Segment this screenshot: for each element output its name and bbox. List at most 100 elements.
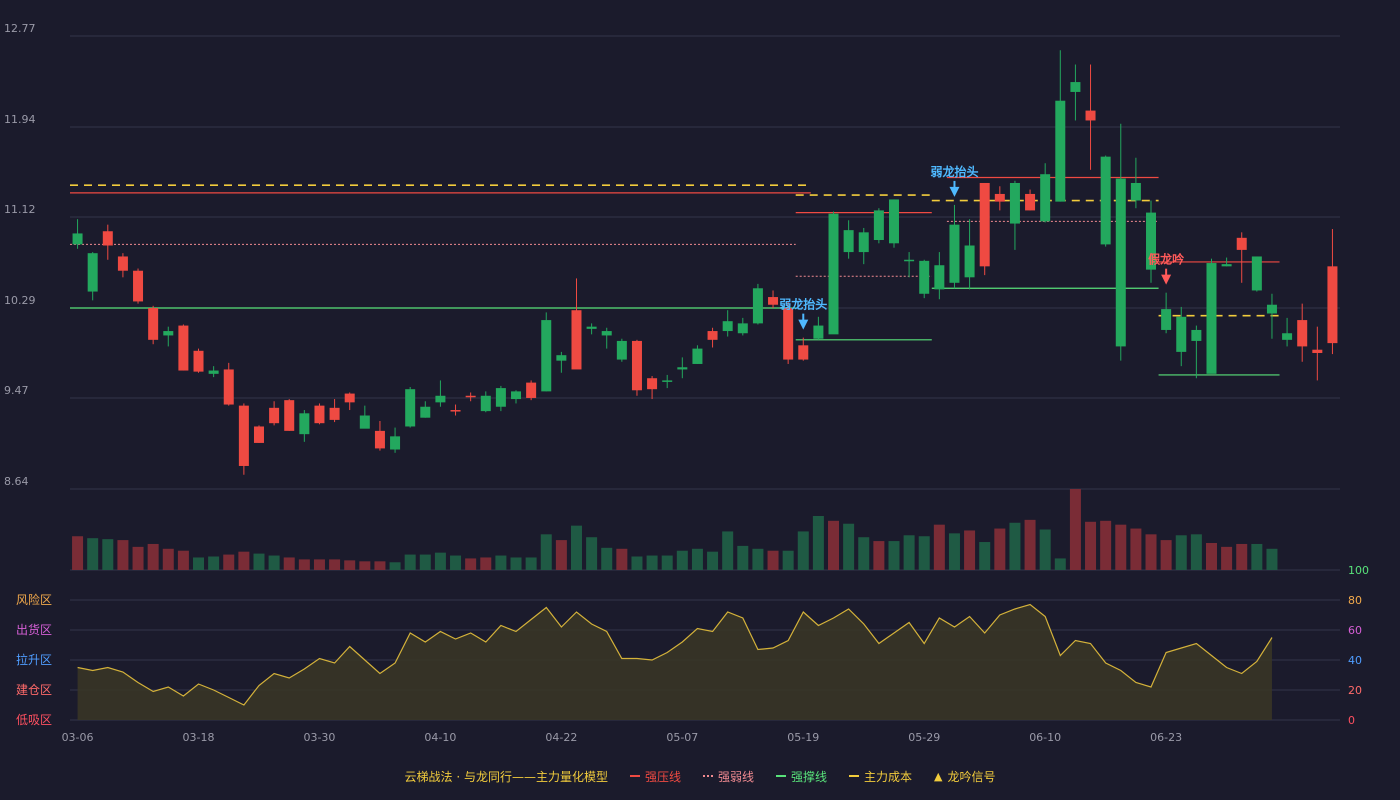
x-tick-label: 06-10: [1029, 731, 1061, 744]
candle-body: [1176, 316, 1187, 352]
candle-body: [1025, 193, 1036, 211]
candle-body: [1130, 182, 1141, 201]
candle-body: [1146, 212, 1157, 270]
zone-label: 拉升区: [16, 652, 52, 667]
candle-body: [299, 413, 310, 435]
indicator-panel: [77, 603, 1273, 720]
candle-body: [269, 407, 280, 424]
volume-bar: [313, 559, 325, 570]
indicator-area: [77, 604, 1272, 720]
x-tick-label: 05-19: [787, 731, 819, 744]
volume-bars: [72, 489, 1278, 570]
candle-body: [1266, 304, 1277, 314]
volume-bar: [1130, 528, 1142, 570]
price-tick-label: 9.47: [4, 384, 29, 397]
volume-bar: [404, 554, 416, 570]
volume-bar: [1024, 519, 1036, 570]
zone-label: 建仓区: [16, 683, 52, 697]
candles: [72, 50, 1338, 475]
x-tick-label: 05-07: [666, 731, 698, 744]
legend-strong-pressure[interactable]: 强压线: [629, 768, 681, 785]
indicator-line: [77, 603, 1273, 706]
legend-main-cost[interactable]: 主力成本: [849, 768, 912, 785]
x-tick-label: 04-10: [424, 731, 456, 744]
candle-body: [949, 224, 960, 283]
candle-body: [601, 331, 612, 336]
candle-body: [374, 430, 385, 449]
candle-body: [480, 395, 491, 412]
legend-signal-label: 龙吟信号: [947, 769, 996, 784]
candle-body: [783, 308, 794, 360]
zone-label: 出货区: [16, 622, 52, 637]
volume-bar: [1266, 548, 1278, 570]
zone-label: 低吸区: [16, 713, 52, 727]
volume-bar: [208, 556, 220, 570]
candle-body: [526, 382, 537, 398]
signal-label: 弱龙抬头: [779, 297, 827, 312]
volume-bar: [555, 540, 567, 570]
volume-bar: [540, 534, 552, 570]
legend-title: 云梯战法 · 与龙同行——主力量化模型: [404, 769, 608, 784]
candle-body: [586, 326, 597, 329]
candle-body: [238, 405, 249, 466]
volume-bar: [888, 541, 900, 570]
price-tick-label: 11.94: [4, 113, 36, 126]
volume-bar: [843, 523, 855, 570]
candle-body: [722, 321, 733, 332]
legend-support[interactable]: 强撑线: [775, 768, 827, 785]
signal-arrow-icon: [798, 319, 809, 330]
price-tick-label: 8.64: [4, 475, 29, 488]
legend-weak[interactable]: 强弱线: [702, 768, 754, 785]
candle-body: [511, 391, 522, 400]
legend-signal[interactable]: ▲ 龙吟信号: [934, 768, 995, 785]
candle-body: [616, 340, 627, 360]
candle-body: [1161, 309, 1172, 330]
x-tick-label: 05-29: [908, 731, 940, 744]
candle-body: [677, 367, 688, 370]
volume-bar: [253, 553, 265, 570]
candle-body: [359, 415, 370, 429]
candle-body: [1115, 178, 1126, 347]
candle-body: [843, 230, 854, 253]
candle-body: [284, 400, 295, 431]
volume-bar: [948, 533, 960, 570]
triangle-icon: ▲: [934, 769, 943, 783]
volume-bar: [298, 559, 310, 570]
volume-bar: [1236, 543, 1248, 570]
candle-body: [556, 355, 567, 361]
candle-body: [707, 331, 718, 340]
zone-label: 风险区: [16, 592, 52, 607]
x-tick-label: 03-18: [183, 731, 215, 744]
volume-bar: [389, 562, 401, 570]
volume-bar: [117, 540, 129, 570]
volume-bar: [87, 538, 99, 570]
volume-bar: [918, 536, 930, 570]
volume-bar: [1100, 520, 1112, 570]
level-lines: [70, 176, 1280, 376]
volume-bar: [495, 555, 507, 570]
candle-body: [193, 350, 204, 372]
candle-body: [828, 213, 839, 335]
indicator-tick-label: 60: [1348, 624, 1362, 637]
volume-bar: [873, 541, 885, 570]
volume-bar: [691, 548, 703, 570]
candle-body: [1191, 329, 1202, 341]
volume-bar: [646, 555, 658, 570]
candle-body: [631, 340, 642, 391]
candle-body: [223, 369, 234, 405]
volume-bar: [480, 557, 492, 570]
candle-body: [208, 370, 219, 374]
candle-body: [1251, 256, 1262, 291]
indicator-tick-label: 100: [1348, 564, 1369, 577]
candle-body: [148, 308, 159, 340]
candle-body: [541, 320, 552, 392]
candle-body: [1009, 182, 1020, 224]
candle-body: [178, 325, 189, 371]
volume-bar: [268, 555, 280, 570]
volume-bar: [72, 536, 84, 570]
volume-bar: [223, 554, 235, 570]
candle-body: [435, 395, 446, 403]
volume-bar: [797, 531, 809, 570]
volume-bar: [177, 550, 189, 570]
legend-support-swatch: [775, 775, 786, 777]
